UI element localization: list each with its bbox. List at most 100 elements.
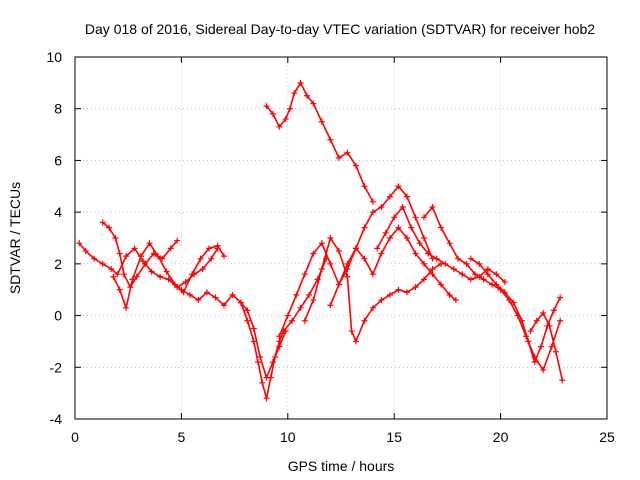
data-point <box>129 276 136 283</box>
data-point <box>557 317 564 324</box>
data-point <box>123 304 130 311</box>
data-point <box>386 235 393 241</box>
y-axis-label: SDTVAR / TECUs <box>7 182 23 294</box>
data-point <box>548 343 555 350</box>
data-point <box>344 149 351 156</box>
series-trace <box>529 312 564 382</box>
x-tick-label: 20 <box>493 429 509 445</box>
x-tick-label: 10 <box>280 429 296 445</box>
data-point <box>378 297 385 304</box>
data-point <box>269 110 276 117</box>
data-point <box>276 333 283 340</box>
data-point <box>374 245 381 252</box>
data-point <box>352 162 359 169</box>
axis-ticks <box>74 56 608 420</box>
data-point <box>165 276 172 283</box>
data-point <box>327 136 334 143</box>
data-point <box>425 250 432 257</box>
data-point <box>420 276 427 283</box>
data-point <box>382 229 389 236</box>
data-point <box>429 271 436 278</box>
data-point <box>438 224 445 231</box>
data-point <box>263 395 270 402</box>
data-point <box>282 116 289 123</box>
data-point <box>369 271 376 278</box>
data-point <box>157 273 164 280</box>
data-point <box>518 317 525 324</box>
y-tick-label: 10 <box>46 49 62 65</box>
data-point <box>106 224 113 231</box>
data-point <box>412 214 419 221</box>
data-point <box>310 250 317 257</box>
data-point <box>186 291 193 298</box>
data-point <box>318 118 325 125</box>
data-point <box>289 317 296 324</box>
data-point <box>123 253 130 260</box>
data-point <box>501 289 508 296</box>
data-point <box>386 291 393 298</box>
data-series-arc-3 <box>110 240 227 311</box>
data-point <box>212 294 219 301</box>
data-point <box>206 245 213 252</box>
data-point <box>208 255 215 262</box>
data-point <box>335 154 342 161</box>
data-point <box>178 286 185 293</box>
data-point <box>259 379 266 386</box>
data-point <box>361 255 368 262</box>
data-point <box>452 297 459 304</box>
y-tick-label: 8 <box>54 101 62 117</box>
data-point <box>99 219 106 226</box>
x-tick-label: 25 <box>599 429 615 445</box>
data-point <box>267 374 274 381</box>
data-point <box>172 281 179 288</box>
series-trace <box>78 242 219 288</box>
data-point <box>91 255 98 262</box>
data-point <box>148 268 155 275</box>
data-point <box>133 273 140 280</box>
data-point <box>378 203 385 210</box>
data-point <box>131 245 138 252</box>
data-point <box>214 242 221 249</box>
data-point <box>327 302 334 309</box>
y-tick-label: 0 <box>54 308 62 324</box>
data-point <box>403 193 410 200</box>
data-point <box>293 291 300 298</box>
data-point <box>195 297 202 304</box>
data-point <box>493 271 500 278</box>
data-point <box>416 240 423 247</box>
data-point <box>335 247 342 254</box>
data-point <box>301 317 308 324</box>
data-series-arc-4 <box>178 286 289 381</box>
data-point <box>378 250 385 257</box>
data-series-arc-5 <box>237 255 330 402</box>
data-point <box>310 297 317 304</box>
data-point <box>369 304 376 311</box>
data-point <box>557 294 564 301</box>
data-point <box>540 366 547 373</box>
data-point <box>142 260 149 267</box>
plot-area-frame <box>74 56 608 420</box>
y-tick-label: -2 <box>50 359 63 375</box>
data-point <box>297 79 304 86</box>
data-point <box>297 304 304 311</box>
data-point <box>403 235 410 241</box>
data-point <box>310 100 317 107</box>
data-point <box>527 328 534 335</box>
data-point <box>429 266 436 273</box>
data-point <box>446 240 453 247</box>
data-point <box>472 271 479 278</box>
data-point <box>163 268 170 275</box>
data-point <box>199 266 206 273</box>
data-point <box>348 328 355 335</box>
data-point <box>306 291 313 298</box>
data-point <box>286 105 293 112</box>
data-point <box>189 271 196 278</box>
data-point <box>99 260 106 267</box>
data-point <box>420 260 427 267</box>
data-point <box>552 348 559 355</box>
data-point <box>538 343 545 350</box>
y-tick-label: 6 <box>54 152 62 168</box>
x-tick-label: 5 <box>178 429 186 445</box>
data-point <box>291 90 298 97</box>
data-point <box>318 240 325 247</box>
